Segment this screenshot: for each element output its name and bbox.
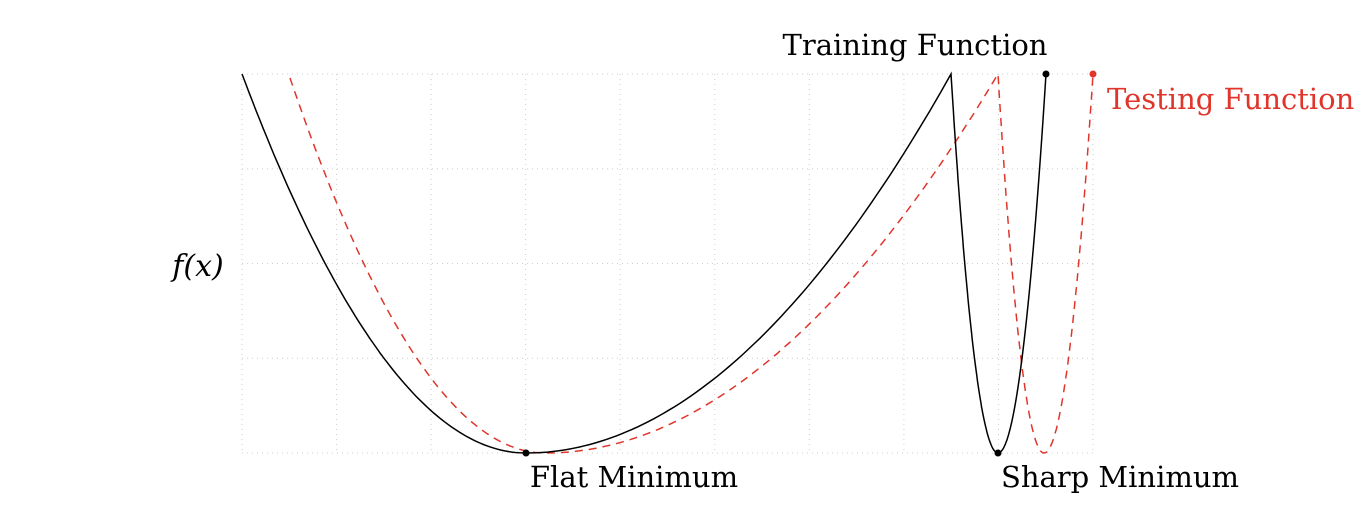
testing-function-endpoint (1089, 70, 1097, 78)
flat-minimum-label: Flat Minimum (530, 460, 738, 494)
flat-minimum-point (522, 449, 530, 457)
training-function-label: Training Function (783, 28, 1048, 62)
sharp-minimum-label: Sharp Minimum (1001, 460, 1239, 494)
testing-function-label: Testing Function (1107, 82, 1354, 116)
grid (241, 73, 1094, 454)
training-function-endpoint (1042, 70, 1050, 78)
y-axis-label: f(x) (170, 249, 223, 284)
training-function-curve (241, 71, 1047, 454)
sharp-minimum-point (994, 449, 1002, 457)
